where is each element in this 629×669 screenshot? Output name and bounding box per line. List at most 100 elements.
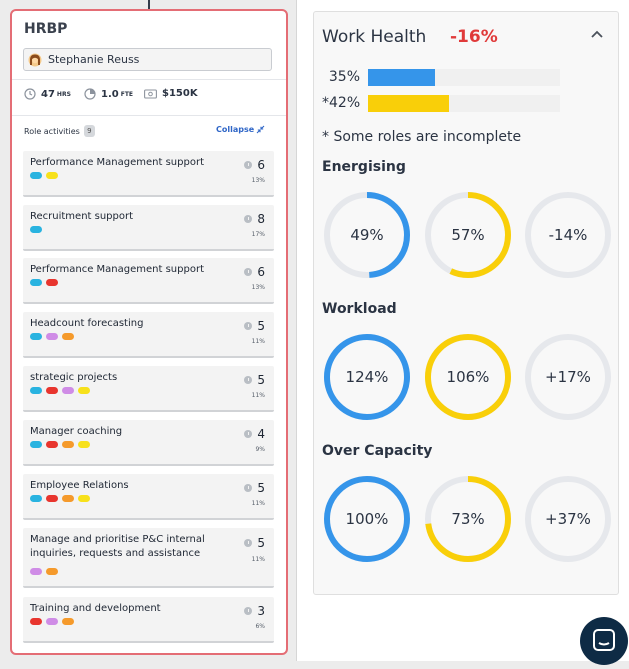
activity-tags: [30, 333, 74, 340]
tag-yellow: [78, 441, 90, 448]
ring-gauge-graphic: [425, 476, 511, 562]
health-bar-label: 35%: [328, 69, 360, 85]
activity-item[interactable]: strategic projects 5 11%: [23, 366, 274, 412]
activity-item[interactable]: Headcount forecasting 5 11%: [23, 312, 274, 358]
activity-hours: 8: [244, 212, 265, 226]
energising-title: Energising: [322, 159, 406, 175]
activity-title: Training and development: [30, 603, 161, 614]
activity-item[interactable]: Performance Management support 6 13%: [23, 151, 274, 197]
activity-tags: [30, 226, 42, 233]
activity-item[interactable]: Performance Management support 6 13%: [23, 258, 274, 304]
money-icon: [144, 88, 157, 99]
tag-purple: [62, 387, 74, 394]
activity-item[interactable]: Manage and prioritise P&C internal inqui…: [23, 528, 274, 588]
tag-orange: [46, 568, 58, 575]
incomplete-note: * Some roles are incomplete: [322, 129, 522, 145]
org-connector-line: [148, 0, 150, 10]
health-bar-row: *42%: [322, 94, 560, 112]
role-activities-label: Role activities: [24, 126, 80, 136]
activity-percent: 17%: [251, 231, 265, 238]
health-bar-row: 35%: [322, 68, 560, 86]
person-avatar-icon: [28, 53, 42, 66]
chat-launcher-button[interactable]: [580, 617, 628, 665]
activity-title: Performance Management support: [30, 264, 204, 275]
ring-gauge-graphic: [324, 476, 410, 562]
activity-hours-value: 6: [257, 265, 265, 279]
activity-title: Employee Relations: [30, 480, 129, 491]
divider: [12, 115, 286, 116]
activity-tags: [30, 279, 58, 286]
ring-gauge-graphic: [525, 334, 611, 420]
activity-item[interactable]: Employee Relations 5 11%: [23, 474, 274, 520]
activity-item[interactable]: Manager coaching 4 9%: [23, 420, 274, 466]
activity-percent: 11%: [251, 338, 265, 345]
activity-hours: 6: [244, 265, 265, 279]
tag-blue: [30, 333, 42, 340]
ring-track: [525, 334, 611, 420]
ring-gauge-graphic: [525, 476, 611, 562]
ring-gauge-graphic: [425, 334, 511, 420]
assigned-person[interactable]: Stephanie Reuss: [23, 48, 272, 71]
pane-divider: [296, 0, 297, 661]
activity-percent: 11%: [251, 556, 265, 563]
ring-arc: [425, 334, 511, 420]
ring-value: 124%: [345, 368, 389, 386]
collapse-label: Collapse: [216, 125, 255, 134]
ring-gauge: 73%: [424, 475, 512, 563]
activity-hours-value: 8: [257, 212, 265, 226]
health-bar-label: *42%: [322, 95, 361, 111]
ring-value: +17%: [545, 368, 591, 386]
activity-tags: [30, 618, 74, 625]
tag-orange: [62, 495, 74, 502]
role-activities-header: Role activities 9: [24, 125, 95, 137]
role-card[interactable]: HRBP Stephanie Reuss 47 HRS 1.0 FTE $150…: [10, 9, 288, 655]
clock-icon: [244, 161, 253, 169]
activity-hours-value: 4: [257, 427, 265, 441]
clock-icon: [244, 607, 253, 615]
health-bar-track: [368, 94, 560, 112]
tag-blue: [30, 226, 42, 233]
person-name: Stephanie Reuss: [48, 53, 140, 66]
ring-value: 73%: [451, 510, 485, 528]
ring-gauge: +37%: [524, 475, 612, 563]
activity-title: Manager coaching: [30, 426, 123, 437]
activity-item[interactable]: Recruitment support 8 17%: [23, 205, 274, 251]
activity-percent: 6%: [255, 623, 265, 630]
ring-arc: [324, 192, 410, 278]
clock-icon: [244, 539, 253, 547]
activity-hours-value: 5: [257, 319, 265, 333]
activity-hours: 4: [244, 427, 265, 441]
activity-hours: 3: [244, 604, 265, 618]
tag-red: [46, 279, 58, 286]
activity-title: Performance Management support: [30, 157, 204, 168]
tag-blue: [30, 387, 42, 394]
tag-red: [46, 441, 58, 448]
ring-value: 106%: [446, 368, 490, 386]
tag-orange: [62, 441, 74, 448]
clock-icon: [244, 268, 253, 276]
tag-orange: [62, 618, 74, 625]
ring-arc: [324, 476, 410, 562]
clock-icon: [244, 215, 253, 223]
activity-item[interactable]: Training and development 3 6%: [23, 597, 274, 643]
ring-gauge: 49%: [323, 191, 411, 279]
ring-arc: [425, 192, 511, 278]
collapse-button[interactable]: Collapse: [216, 125, 265, 134]
tag-blue: [30, 279, 42, 286]
activity-tags: [30, 387, 90, 394]
hours-unit: HRS: [56, 90, 71, 98]
activity-hours: 5: [244, 373, 265, 387]
chevron-up-icon[interactable]: [590, 29, 604, 39]
tag-red: [46, 387, 58, 394]
work-health-panel: Work Health -16% 35% *42% * Some roles a…: [313, 11, 619, 595]
ring-value: 49%: [350, 226, 384, 244]
tag-purple: [46, 618, 58, 625]
clock-icon: [244, 322, 253, 330]
ring-gauge: 57%: [424, 191, 512, 279]
ring-gauge: 106%: [424, 333, 512, 421]
activity-hours: 5: [244, 481, 265, 495]
activity-hours-value: 5: [257, 373, 265, 387]
work-health-title: Work Health: [322, 27, 427, 47]
activity-hours: 5: [244, 319, 265, 333]
activity-percent: 13%: [251, 177, 265, 184]
